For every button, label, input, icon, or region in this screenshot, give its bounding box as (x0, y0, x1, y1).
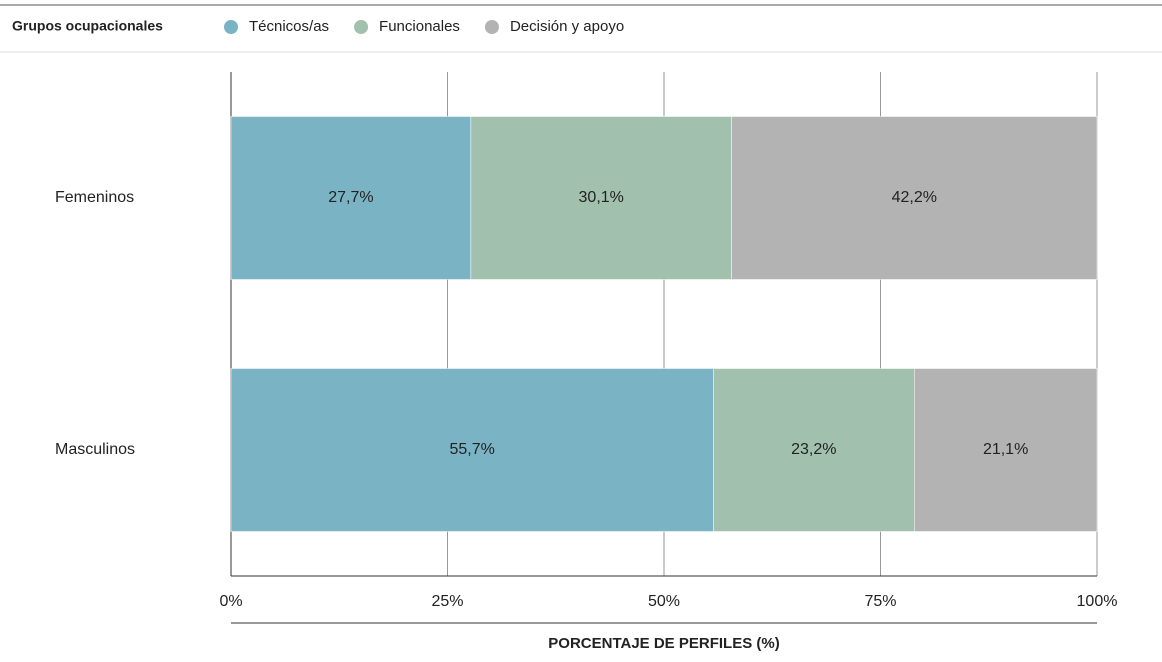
x-axis-title: PORCENTAJE DE PERFILES (%) (548, 635, 779, 652)
legend-label: Decisión y apoyo (510, 18, 624, 35)
x-tick-label: 75% (864, 593, 896, 610)
bar-segment (731, 116, 1098, 280)
legend-swatch (484, 20, 499, 34)
legend-swatch (354, 20, 369, 34)
x-tick-label: 100% (1077, 593, 1118, 610)
y-tick-label: Femeninos (55, 189, 134, 206)
x-tick-label: 50% (648, 593, 680, 610)
value-label: 23,2% (791, 441, 836, 458)
bar-segment (470, 116, 732, 280)
x-tick-label: 0% (219, 593, 242, 610)
value-label: 55,7% (449, 441, 494, 458)
x-tick-label: 25% (431, 593, 463, 610)
legend-title: Grupos ocupacionales (12, 18, 163, 34)
legend-label: Funcionales (379, 18, 460, 35)
bar-segment (713, 368, 915, 532)
legend-label: Técnicos/as (249, 18, 329, 35)
value-label: 21,1% (983, 441, 1028, 458)
y-tick-label: Masculinos (55, 441, 135, 458)
value-label: 30,1% (579, 189, 624, 206)
value-label: 27,7% (328, 189, 373, 206)
value-label: 42,2% (892, 189, 937, 206)
bar-segment (230, 368, 714, 532)
legend-swatch (224, 20, 238, 34)
bar-segment (914, 368, 1098, 532)
